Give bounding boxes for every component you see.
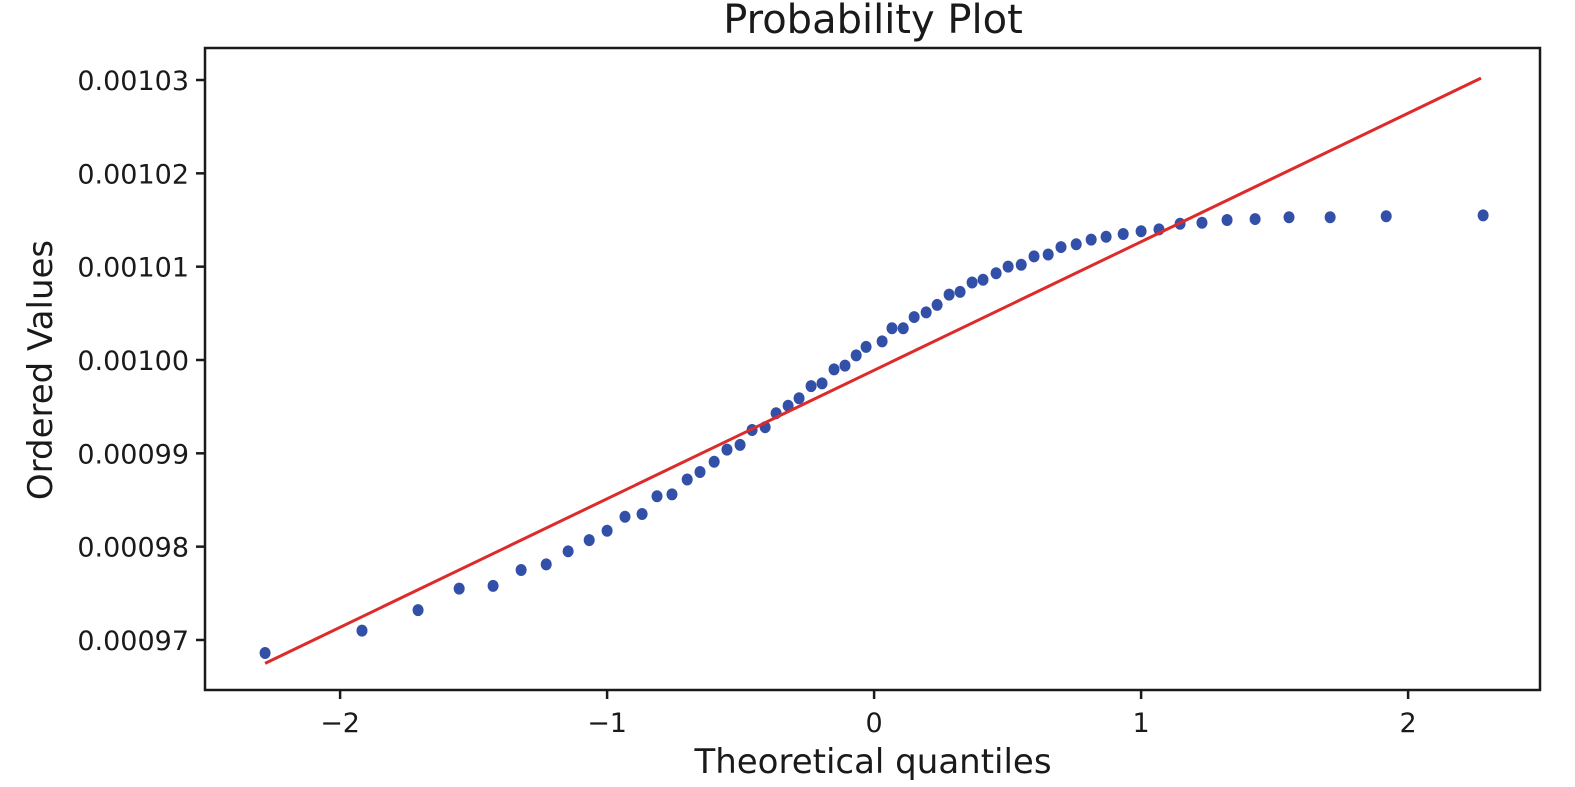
y-tick-label: 0.00099 xyxy=(77,439,189,470)
y-axis-label: Ordered Values xyxy=(21,240,61,500)
data-point xyxy=(1196,216,1208,229)
data-point xyxy=(1249,213,1261,226)
data-point xyxy=(1002,260,1014,273)
data-point xyxy=(412,604,424,617)
data-point xyxy=(908,311,920,324)
plot-area xyxy=(259,76,1489,665)
data-point xyxy=(601,524,613,537)
data-point xyxy=(515,563,527,576)
data-point xyxy=(1283,211,1295,224)
data-point xyxy=(793,392,805,405)
y-axis: 0.00097 0.00098 0.00099 0.00100 0.00101 0.001… xyxy=(77,66,205,657)
x-tick-label: −1 xyxy=(587,708,627,739)
y-tick-label: 0.00097 xyxy=(77,626,189,657)
data-point xyxy=(860,340,872,353)
x-tick-label: 2 xyxy=(1400,708,1417,739)
data-point xyxy=(636,507,648,520)
x-tick-label: 0 xyxy=(866,708,883,739)
data-point xyxy=(562,545,574,558)
data-point xyxy=(954,285,966,298)
y-tick-label: 0.00101 xyxy=(77,253,189,284)
data-point xyxy=(1055,241,1067,254)
y-tick-label: 0.00102 xyxy=(77,159,189,190)
x-axis: −2 −1 0 1 2 xyxy=(320,690,1417,739)
data-point xyxy=(259,647,271,660)
data-point xyxy=(651,490,663,503)
data-point xyxy=(1380,210,1392,223)
data-point xyxy=(1085,233,1097,246)
data-point xyxy=(1015,258,1027,271)
x-tick-label: 1 xyxy=(1133,708,1150,739)
data-point xyxy=(1135,225,1147,238)
data-point xyxy=(886,322,898,335)
data-point xyxy=(839,359,851,372)
data-point xyxy=(540,558,552,571)
data-point xyxy=(977,273,989,286)
data-point xyxy=(1070,238,1082,251)
data-point xyxy=(721,443,733,456)
data-point xyxy=(734,438,746,451)
data-point xyxy=(487,579,499,592)
data-point xyxy=(966,276,978,289)
data-point xyxy=(897,322,909,335)
data-point xyxy=(1221,214,1233,227)
data-point xyxy=(453,582,465,595)
x-axis-label: Theoretical quantiles xyxy=(693,742,1051,782)
data-point xyxy=(850,349,862,362)
data-point xyxy=(708,455,720,468)
data-point xyxy=(694,465,706,478)
fit-line xyxy=(264,76,1482,665)
x-tick-label: −2 xyxy=(320,708,360,739)
data-point xyxy=(805,380,817,393)
y-tick-label: 0.00100 xyxy=(77,346,189,377)
data-point xyxy=(876,335,888,348)
data-point xyxy=(920,306,932,319)
data-point xyxy=(583,534,595,547)
data-point xyxy=(943,288,955,301)
data-point xyxy=(1028,250,1040,263)
data-point xyxy=(1117,228,1129,241)
chart-title: Probability Plot xyxy=(723,0,1023,43)
data-point xyxy=(356,624,368,637)
axes-frame xyxy=(203,46,1542,692)
data-point xyxy=(828,363,840,376)
data-point xyxy=(816,377,828,390)
data-point xyxy=(990,267,1002,280)
y-tick-label: 0.00103 xyxy=(77,66,189,97)
data-point xyxy=(1100,230,1112,243)
y-tick-label: 0.00098 xyxy=(77,533,189,564)
data-point xyxy=(1042,248,1054,261)
data-point xyxy=(681,473,693,486)
data-point xyxy=(931,298,943,311)
data-point xyxy=(619,510,631,523)
data-point xyxy=(1324,211,1336,224)
data-point xyxy=(1477,209,1489,222)
data-point xyxy=(666,488,678,501)
